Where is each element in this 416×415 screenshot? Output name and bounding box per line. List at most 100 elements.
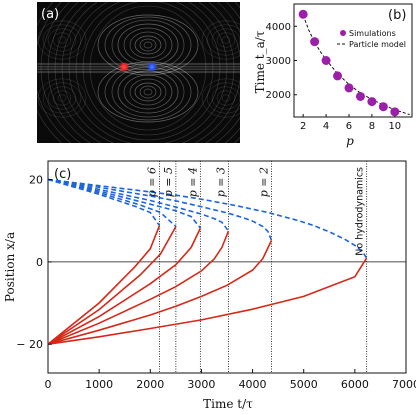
panel-b-chart: 2 4 6 8 10 2000 3000 4000 Simulations Particle … bbox=[253, 3, 413, 148]
streamline-loop bbox=[139, 38, 157, 52]
panel-c-xtick-label: 5000 bbox=[290, 378, 318, 391]
panel-b-simulation-point bbox=[378, 102, 388, 112]
streamline-side bbox=[52, 90, 72, 106]
panel-b-simulation-point bbox=[367, 97, 377, 107]
panel-c-xtick-label: 4000 bbox=[239, 378, 267, 391]
streamline-side bbox=[221, 36, 231, 44]
panel-c-annotation-label: p = 4 bbox=[186, 167, 199, 197]
panel-b-simulation-point bbox=[390, 107, 400, 117]
panel-b-simulation-point bbox=[355, 91, 365, 101]
panel-c-annotation-label: p = 3 bbox=[215, 167, 228, 197]
streamline-side bbox=[52, 32, 72, 48]
streamline-side bbox=[221, 94, 231, 102]
panel-c-annotation-label: p = 2 bbox=[257, 167, 270, 197]
streamline-side bbox=[216, 32, 236, 48]
streamline-side bbox=[201, 78, 240, 118]
panel-b-xtick-label: 2 bbox=[300, 121, 306, 132]
panel-b-xlabel: p bbox=[346, 134, 354, 148]
streamline-loop bbox=[134, 35, 162, 55]
legend-particle-model-label: Particle model bbox=[349, 40, 406, 49]
panel-c-blue-trajectory bbox=[48, 178, 161, 227]
panel-c-ytick-label: 0 bbox=[36, 256, 43, 269]
streamline-outer bbox=[68, 2, 228, 143]
panel-c-red-trajectory bbox=[48, 226, 177, 345]
streamline-side bbox=[37, 20, 87, 60]
panel-c-ticks: 0 1000 2000 3000 4000 5000 6000 7000 − 20 0 20 bbox=[16, 174, 416, 391]
panel-b-ytick-label: 2000 bbox=[266, 90, 291, 101]
panel-b-simulation-point bbox=[310, 37, 320, 47]
panel-c-red-trajectory bbox=[48, 227, 202, 345]
panel-c-xtick-label: 0 bbox=[45, 378, 52, 391]
streamline-loop bbox=[117, 70, 179, 114]
panel-c-xtick-label: 6000 bbox=[341, 378, 369, 391]
streamline-side bbox=[47, 86, 77, 110]
panel-c-annotation-label: p = 5 bbox=[162, 167, 175, 197]
panel-c-xlabel: Time t/τ bbox=[203, 397, 253, 411]
streamline-outer bbox=[40, 2, 240, 143]
panel-c-annotation-label: p = 6 bbox=[145, 167, 158, 197]
panel-c-blue-trajectory bbox=[48, 178, 368, 259]
panel-b-xtick-label: 6 bbox=[346, 121, 352, 132]
panel-b-ytick-label: 3000 bbox=[266, 56, 291, 67]
streamline-side bbox=[211, 28, 240, 52]
panel-b-simulation-point bbox=[298, 9, 308, 19]
panel-c-frame bbox=[47, 160, 407, 374]
panel-c-red-trajectory bbox=[48, 257, 368, 345]
streamline-outer bbox=[75, 2, 221, 141]
streamline-side bbox=[57, 36, 67, 44]
panel-c-blue-trajectory bbox=[48, 178, 177, 228]
panel-c-xtick-label: 1000 bbox=[85, 378, 113, 391]
panel-b-label: (b) bbox=[388, 8, 406, 23]
panel-c-ytick-label: − 20 bbox=[16, 338, 43, 351]
streamline-side bbox=[42, 24, 82, 56]
panel-b-frame bbox=[293, 3, 413, 118]
panel-c-ytick-label: 20 bbox=[29, 174, 43, 187]
panel-b-ylabel: Time t_a/τ bbox=[253, 30, 267, 93]
streamline-side bbox=[206, 24, 240, 56]
streamline-side bbox=[47, 28, 77, 52]
streamline-loop bbox=[129, 78, 167, 106]
streamline-side bbox=[42, 82, 82, 114]
panel-a-red-particle bbox=[119, 62, 129, 72]
panel-b-xtick-label: 4 bbox=[323, 121, 329, 132]
panel-c-xtick-label: 2000 bbox=[136, 378, 164, 391]
panel-c-annotation-label: No hydrodynamics bbox=[355, 167, 366, 256]
panel-b-simulation-points bbox=[298, 9, 400, 117]
streamline-loop bbox=[143, 41, 153, 49]
panel-c-red-trajectory bbox=[48, 240, 273, 345]
streamline-loop bbox=[97, 14, 199, 76]
streamline-loop bbox=[104, 16, 192, 74]
panel-c-xtick-label: 7000 bbox=[392, 378, 416, 391]
panel-c-annotations: p = 6 p = 5 p = 4 p = 3 p = 2 No hydrodynamic… bbox=[145, 167, 365, 256]
panel-c-xtick-label: 3000 bbox=[187, 378, 215, 391]
streamline-loop bbox=[134, 82, 162, 102]
streamline-side bbox=[37, 78, 87, 118]
panel-c-blue-trajectory bbox=[48, 178, 230, 232]
streamline-side bbox=[201, 20, 240, 60]
panel-a-background bbox=[37, 2, 240, 143]
streamline-side bbox=[216, 90, 236, 106]
panel-c-label: (c) bbox=[54, 167, 71, 182]
streamline-loop bbox=[129, 31, 167, 59]
streamline-outer bbox=[82, 2, 214, 136]
streamline-outer bbox=[47, 2, 240, 143]
panel-c-red-trajectory bbox=[48, 225, 161, 345]
streamline-loop bbox=[123, 74, 173, 110]
streamline-loop bbox=[139, 85, 157, 99]
legend-simulations-marker bbox=[340, 30, 346, 36]
panel-c-vertical-lines bbox=[159, 161, 368, 373]
panel-b-ytick-label: 4000 bbox=[266, 22, 291, 33]
panel-c-ylabel: Position x/a bbox=[3, 232, 17, 302]
streamline-side bbox=[206, 82, 240, 114]
panel-b-simulation-point bbox=[333, 71, 343, 81]
legend-simulations-label: Simulations bbox=[349, 29, 396, 38]
panel-b-xtick-label: 10 bbox=[388, 121, 401, 132]
streamline-outer bbox=[54, 2, 240, 143]
panel-a-streamlines bbox=[37, 2, 240, 143]
panel-c-trajectories bbox=[48, 178, 368, 345]
streamline-loop bbox=[123, 27, 173, 63]
streamline-side bbox=[211, 86, 240, 110]
streamline-outer bbox=[61, 2, 235, 143]
panel-c-red-trajectory bbox=[48, 230, 230, 345]
